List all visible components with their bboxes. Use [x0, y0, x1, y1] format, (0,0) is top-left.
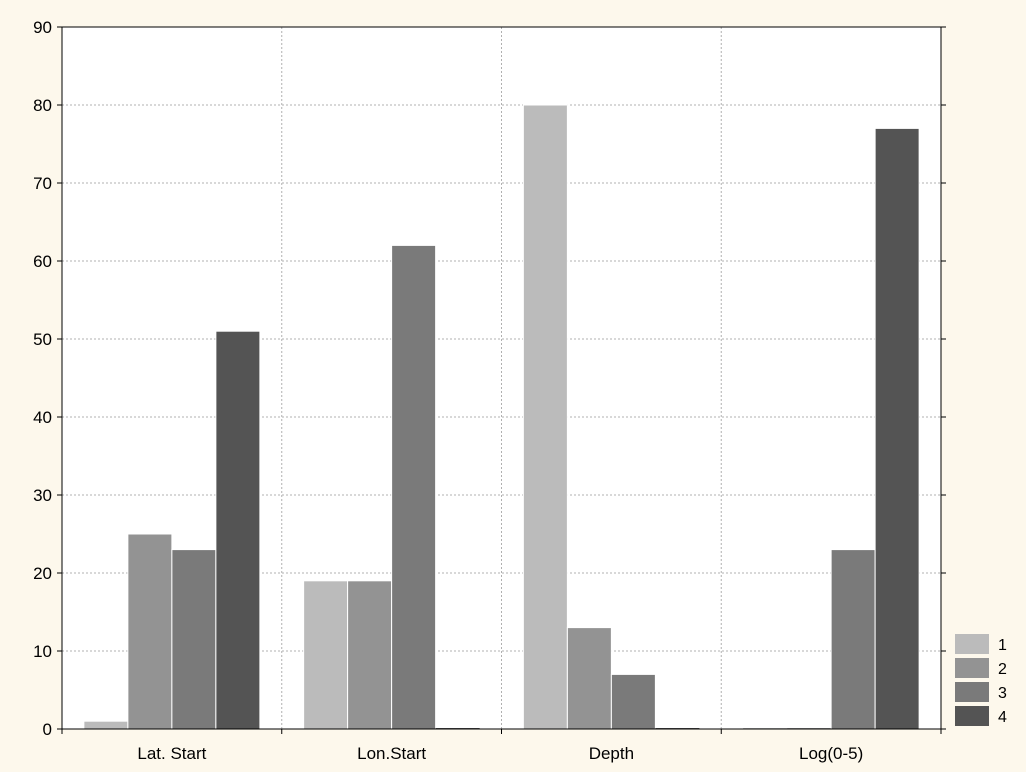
- y-tick-label: 70: [33, 174, 52, 193]
- bar-series-1-depth: [522, 104, 568, 730]
- bar-series-4-log-0-5-: [874, 127, 920, 730]
- y-tick-label: 20: [33, 564, 52, 583]
- grid-layer: [62, 27, 941, 729]
- bar-series-3-log-0-5-: [830, 549, 876, 730]
- x-category-label: Depth: [589, 744, 634, 763]
- x-category-label: Lon.Start: [357, 744, 426, 763]
- bar-series-3-depth: [610, 673, 656, 730]
- bar-series-1-lon-start: [303, 580, 349, 730]
- y-tick-label: 50: [33, 330, 52, 349]
- y-tick-label: 90: [33, 18, 52, 37]
- bar-series-2-depth: [566, 627, 612, 730]
- x-category-label: Log(0-5): [799, 744, 863, 763]
- bar-series-2-lat-start: [127, 533, 173, 730]
- legend-swatch-1: [955, 634, 989, 654]
- legend-label-4: 4: [998, 709, 1007, 726]
- y-tick-label: 40: [33, 408, 52, 427]
- y-tick-label: 0: [43, 720, 52, 739]
- axis-layer: 0 10 20 30 40 50 60 70 80 90 Lat. Start Lon.Start De…: [33, 18, 946, 763]
- x-category-label: Lat. Start: [137, 744, 206, 763]
- y-tick-label: 60: [33, 252, 52, 271]
- bar-series-2-lon-start: [347, 580, 393, 730]
- legend-swatch-3: [955, 682, 989, 702]
- legend: 1 2 3 4: [955, 634, 1007, 726]
- y-tick-label: 80: [33, 96, 52, 115]
- legend-label-2: 2: [998, 661, 1007, 678]
- bar-series-3-lon-start: [391, 244, 437, 730]
- legend-swatch-2: [955, 658, 989, 678]
- y-tick-label: 10: [33, 642, 52, 661]
- legend-label-1: 1: [998, 637, 1007, 654]
- bars-layer: [83, 104, 920, 730]
- bar-series-3-lat-start: [171, 549, 217, 730]
- bar-series-1-lat-start: [83, 720, 129, 730]
- legend-swatch-4: [955, 706, 989, 726]
- legend-label-3: 3: [998, 685, 1007, 702]
- bar-series-4-lat-start: [215, 330, 261, 730]
- y-tick-label: 30: [33, 486, 52, 505]
